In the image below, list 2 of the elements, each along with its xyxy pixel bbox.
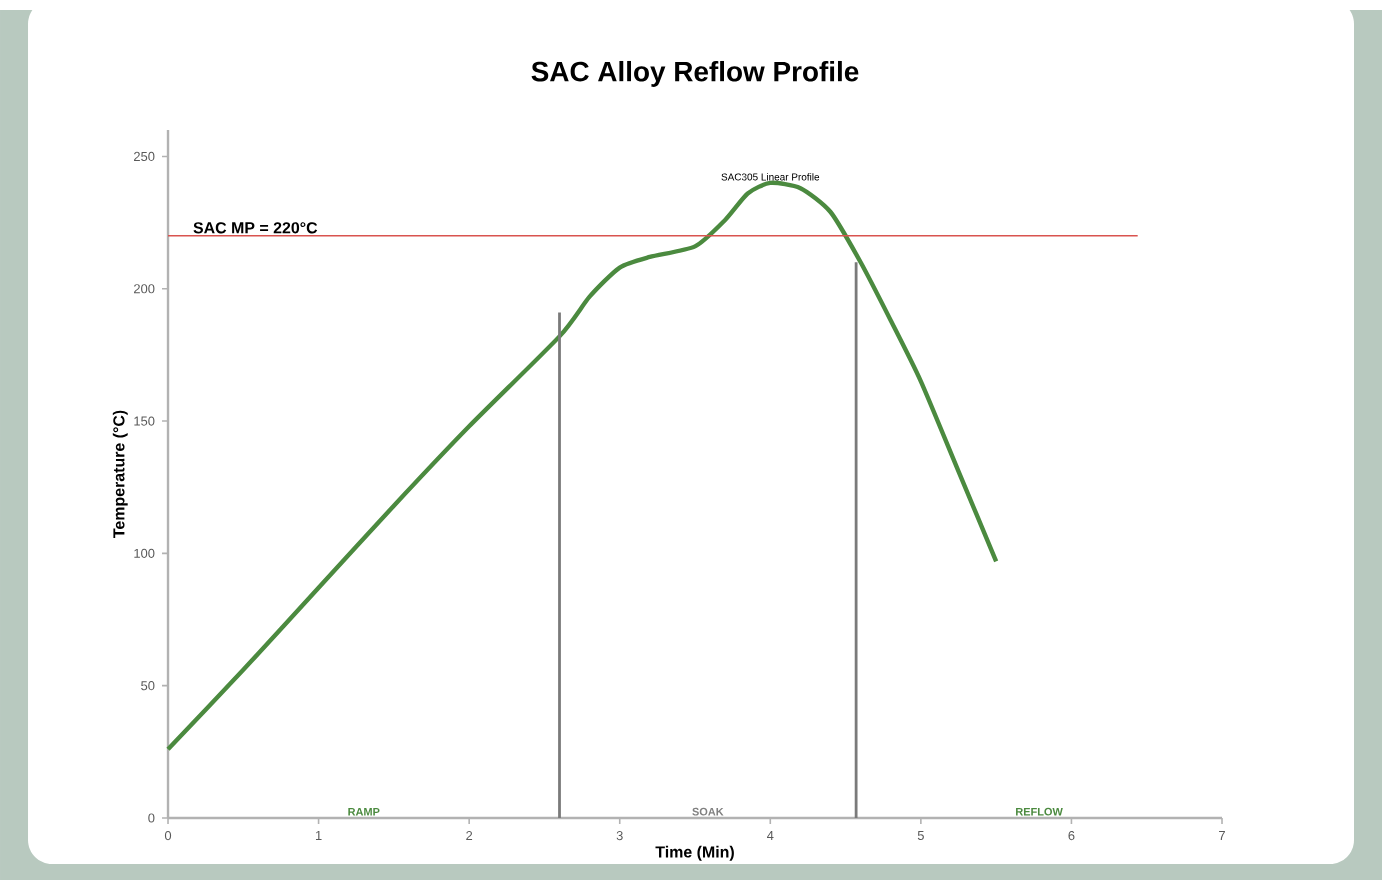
line-series	[165, 180, 999, 752]
chart-title: SAC Alloy Reflow Profile	[531, 60, 859, 87]
